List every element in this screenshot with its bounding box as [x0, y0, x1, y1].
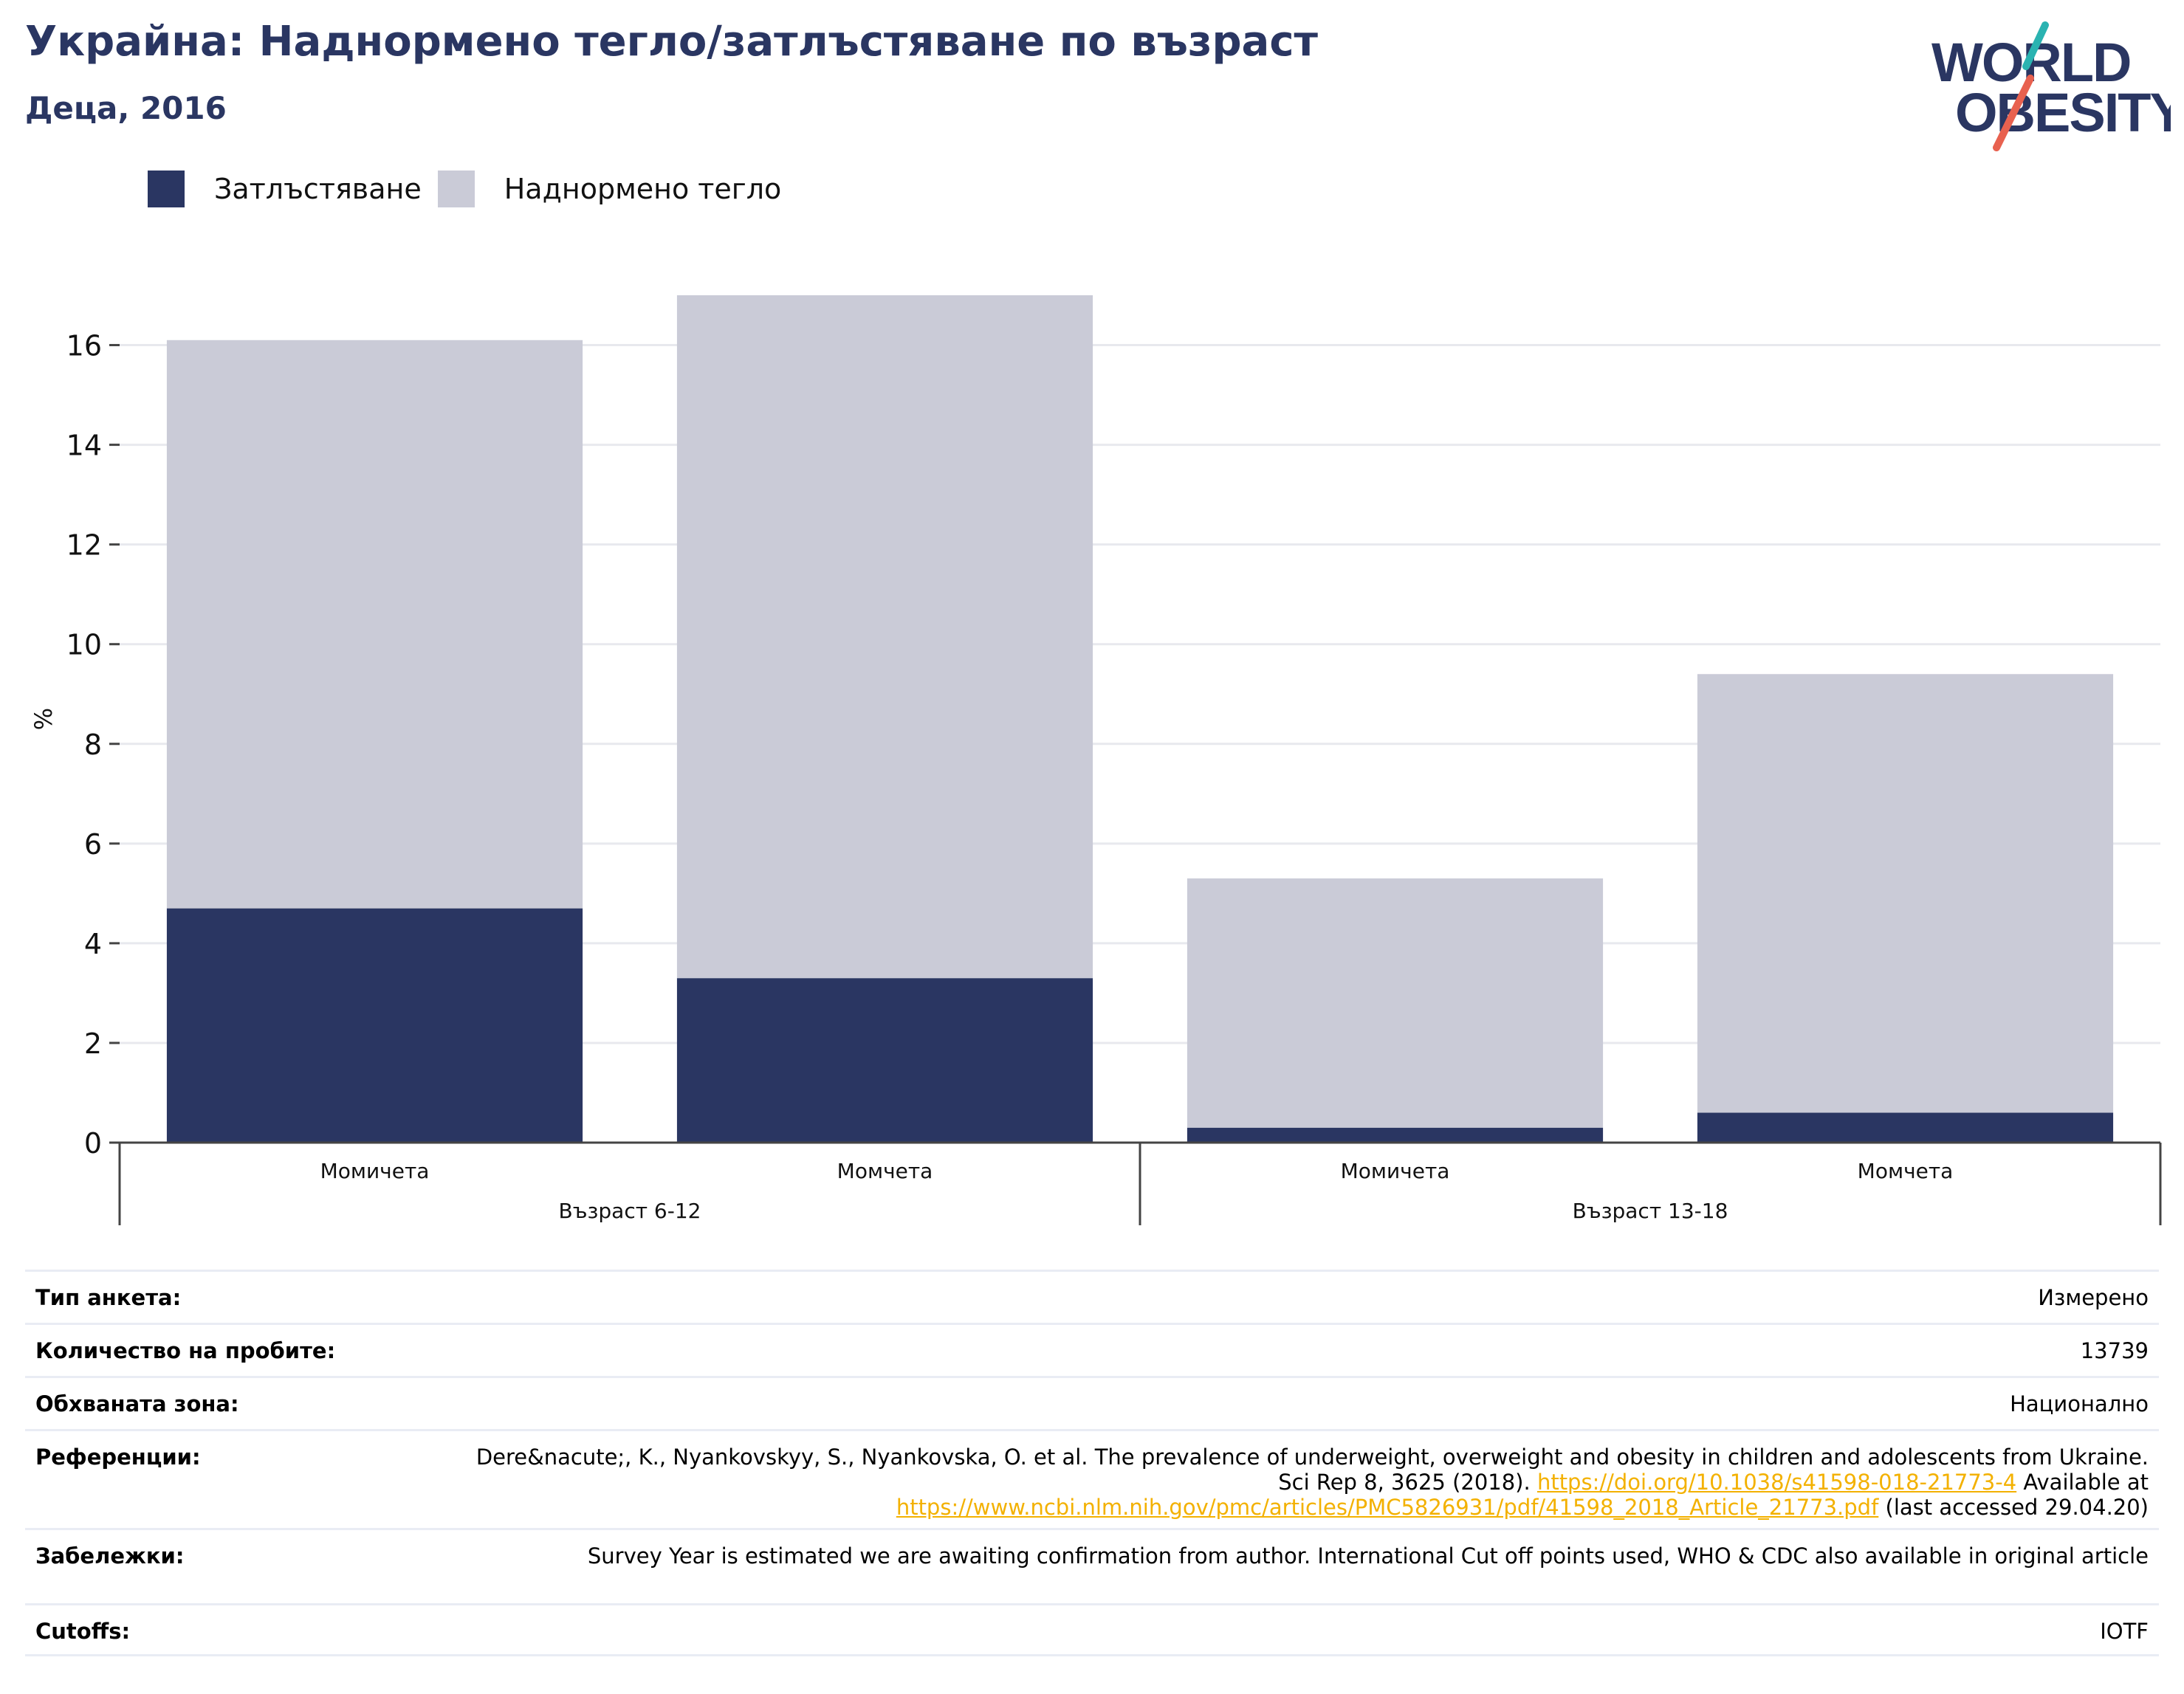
meta-row-coverage: Обхваната зона: Национално	[25, 1376, 2159, 1429]
logo-slash-coral	[1993, 75, 2034, 151]
meta-row-survey-type: Тип анкета: Измерено	[25, 1270, 2159, 1323]
bar-overweight	[676, 295, 1093, 979]
x-category-label: Момчета	[1858, 1159, 1954, 1183]
x-category-label: Момичета	[1341, 1159, 1450, 1183]
meta-value-references: Dere&nacute;, K., Nyankovskyy, S., Nyank…	[450, 1445, 2149, 1528]
meta-value-sample-size: 13739	[2080, 1338, 2149, 1363]
x-group-label: Възраст 6-12	[559, 1199, 701, 1223]
bar-obesity	[1187, 1127, 1604, 1143]
legend-swatch-obesity	[148, 171, 185, 207]
meta-label-sample-size: Количество на пробите:	[35, 1338, 336, 1363]
y-tick-label: 2	[84, 1027, 102, 1060]
meta-value-notes: Survey Year is estimated we are awaiting…	[587, 1543, 2149, 1569]
meta-label-references: Референции:	[35, 1445, 201, 1470]
survey-metadata-table: Тип анкета: Измерено Количество на проби…	[25, 1270, 2159, 1656]
y-tick-label: 0	[84, 1127, 102, 1160]
reference-available-text: Available at	[2016, 1470, 2149, 1495]
bar-overweight	[1187, 878, 1604, 1128]
y-axis-label: %	[30, 708, 58, 730]
reference-accessed-text: (last accessed 29.04.20)	[1878, 1495, 2149, 1520]
meta-row-cutoffs: Cutoffs: IOTF	[25, 1603, 2159, 1656]
logo-slash-teal	[2022, 21, 2049, 70]
meta-row-notes: Забележки: Survey Year is estimated we a…	[25, 1528, 2159, 1603]
stacked-bar-chart: 0 2 4 6 8 10 12 14 16% Момичета Момчета Момичета Мом…	[30, 295, 2162, 1225]
logo-word-obesity: OBESITY	[1955, 82, 2171, 143]
meta-value-coverage: Национално	[2010, 1391, 2149, 1416]
y-tick-label: 16	[66, 330, 102, 362]
meta-value-cutoffs: IOTF	[2100, 1619, 2149, 1644]
legend-swatch-overweight	[437, 171, 475, 207]
reference-doi-link[interactable]: https://doi.org/10.1038/s41598-018-21773…	[1536, 1470, 2017, 1495]
meta-row-sample-size: Количество на пробите: 13739	[25, 1323, 2159, 1376]
bar-overweight	[1697, 674, 2114, 1113]
meta-label-survey-type: Тип анкета:	[35, 1285, 182, 1310]
bar-overweight	[166, 340, 583, 909]
chart-subtitle: Деца, 2016	[25, 90, 227, 126]
bar-obesity	[166, 908, 583, 1143]
chart-title: Украйна: Наднормено тегло/затлъстяване п…	[25, 18, 1318, 66]
meta-row-references: Референции: Dere&nacute;, K., Nyankovsky…	[25, 1429, 2159, 1528]
reference-text: Dere&nacute;, K., Nyankovskyy, S., Nyank…	[475, 1445, 2149, 1495]
y-tick-label: 12	[66, 529, 102, 562]
x-group-label: Възраст 13-18	[1573, 1199, 1728, 1223]
meta-label-coverage: Обхваната зона:	[35, 1391, 239, 1416]
y-tick-label: 4	[84, 928, 102, 960]
legend-label-obesity: Затлъстяване	[214, 173, 422, 205]
bar-obesity	[676, 978, 1093, 1143]
world-obesity-logo: WORLD OBESITY	[1931, 21, 2171, 151]
meta-value-survey-type: Измерено	[2038, 1285, 2149, 1310]
legend-label-overweight: Наднормено тегло	[504, 173, 782, 205]
x-category-label: Момчета	[837, 1159, 933, 1183]
meta-label-notes: Забележки:	[35, 1543, 185, 1569]
y-tick-label: 14	[66, 430, 102, 462]
bar-obesity	[1697, 1112, 2114, 1143]
y-tick-label: 6	[84, 828, 102, 861]
legend-item-obesity[interactable]: Затлъстяване	[148, 171, 422, 207]
chart-legend: Затлъстяване Наднормено тегло	[148, 168, 797, 210]
x-category-label: Момичета	[320, 1159, 430, 1183]
meta-label-cutoffs: Cutoffs:	[35, 1619, 131, 1644]
legend-item-overweight[interactable]: Наднормено тегло	[437, 171, 782, 207]
y-tick-label: 8	[84, 729, 102, 761]
y-tick-label: 10	[66, 629, 102, 661]
reference-pdf-link[interactable]: https://www.ncbi.nlm.nih.gov/pmc/article…	[896, 1495, 1879, 1520]
